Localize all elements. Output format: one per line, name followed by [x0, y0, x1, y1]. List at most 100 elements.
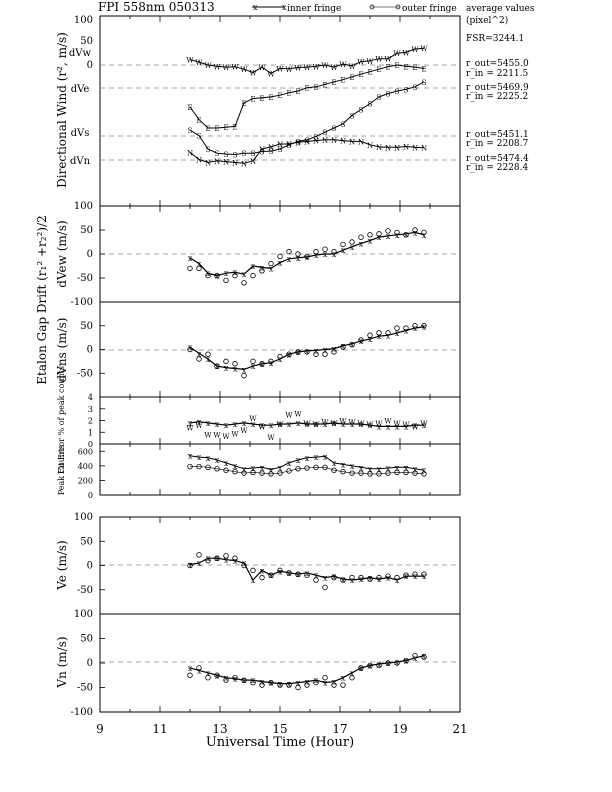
- dVew-outer-point: [322, 246, 328, 252]
- dir-dVe-point: E: [196, 117, 201, 125]
- fit-outer-point: W: [312, 421, 320, 429]
- dVns-inner-point: x: [197, 349, 202, 358]
- dVns-inner-point: x: [269, 359, 274, 368]
- peak-outer-point: [196, 463, 202, 470]
- fit-inner-point: x: [350, 420, 355, 429]
- dVew-inner-point: x: [260, 263, 265, 272]
- fsr-value: FSR=3244.1: [466, 34, 524, 44]
- etalon-ylabel: Etalon Gap Drift (r₁² +r₂²)/2: [35, 215, 49, 384]
- svg-text:x: x: [282, 3, 287, 12]
- fit-outer-point: W: [375, 420, 383, 428]
- vn-outer-point: [286, 682, 292, 688]
- dVew-inner-point: x: [377, 233, 382, 242]
- ve-inner-point: x: [287, 569, 292, 578]
- dVew-inner-point: x: [359, 239, 364, 248]
- dVew-outer-point: [286, 248, 292, 255]
- dir-dVs-point: S: [377, 94, 382, 102]
- dir-dVe-point: E: [340, 77, 345, 85]
- peak-inner-point: x: [350, 462, 355, 471]
- fit-outer-point: W: [285, 412, 293, 420]
- dir-dVn-point: N: [367, 142, 373, 150]
- dVns-inner-point: x: [359, 337, 364, 346]
- dir-dVw-point: W: [276, 65, 284, 73]
- dir-dVe-point: E: [286, 90, 291, 98]
- peak-ylabel: Peak Counts: [57, 445, 66, 495]
- vn-inner-point: x: [341, 674, 346, 683]
- peak-outer-point: [241, 470, 247, 476]
- dir-dVn-point: N: [403, 143, 409, 151]
- vn-inner-point: x: [242, 676, 247, 685]
- dir-dVw-point: W: [402, 49, 410, 57]
- x-tick-label: 11: [152, 722, 167, 736]
- ve-inner-line-0: [189, 557, 424, 582]
- s-rout: r_out=5451.1: [466, 130, 529, 140]
- dir-dVe-point: E: [322, 81, 327, 89]
- fit-outer-point: W: [402, 421, 410, 429]
- peak-outer-point: [277, 470, 283, 476]
- ve-inner-point: x: [314, 571, 319, 580]
- dir-dVs-point: S: [260, 149, 265, 157]
- dVns-inner-point: x: [413, 324, 418, 333]
- peak-inner-point: x: [404, 463, 409, 472]
- ve-outer-point: [358, 574, 364, 581]
- dVew-inner-point: x: [341, 246, 346, 255]
- dir-dVw-point: W: [348, 63, 356, 71]
- vn-inner-point: x: [269, 679, 274, 688]
- dir-dVs-point: S: [404, 86, 409, 94]
- dVns-outer-point: [250, 358, 256, 365]
- ve-inner-point: x: [323, 574, 328, 583]
- ve-inner-point: x: [224, 556, 229, 565]
- dVns-inner-point: x: [278, 355, 283, 364]
- dVew-inner-point: x: [206, 269, 211, 278]
- fit-tick-label: 4: [88, 393, 93, 402]
- vn-inner-point: x: [278, 680, 283, 689]
- peak-outer-point: [403, 469, 409, 476]
- dir-dVs-line-2: [189, 81, 425, 156]
- fit-inner-point: x: [197, 418, 202, 427]
- dir-dVw-point: W: [303, 64, 311, 72]
- dVns-tick-label: 50: [80, 321, 93, 332]
- fit-inner-point: x: [332, 419, 337, 428]
- dir-dVe-point: E: [223, 124, 228, 132]
- fit-inner-point: x: [305, 420, 310, 429]
- peak-inner-point: x: [215, 456, 220, 465]
- ve-outer-point: [250, 567, 256, 574]
- dVew-outer-point: [196, 265, 202, 272]
- w-rin: r_in = 2211.5: [466, 69, 529, 79]
- dir-dVn-point: N: [259, 146, 265, 154]
- ve-inner-point: x: [413, 572, 418, 581]
- dir-dVn-point: N: [268, 144, 274, 152]
- dVns-tick-label: 0: [87, 345, 93, 356]
- fit-outer-point: W: [411, 423, 419, 431]
- panel-dir-frame: [99, 15, 461, 207]
- dir-label-dVe: dVe: [71, 84, 90, 95]
- dir-dVs-point: S: [386, 91, 391, 99]
- fit-outer-point: W: [393, 420, 401, 428]
- ve-outer-point: [313, 577, 319, 583]
- dVew-inner-point: x: [296, 254, 301, 263]
- dVns-outer-point: [304, 349, 310, 355]
- dVns-ylabel: dVns (m/s): [55, 318, 69, 383]
- fit-inner-point: x: [314, 420, 319, 429]
- peak-inner-point: x: [413, 465, 418, 474]
- dir-dVw-point: W: [285, 66, 293, 74]
- ve-inner-point: x: [269, 571, 274, 580]
- ve-inner-point: x: [242, 559, 247, 568]
- ve-outer-point: [367, 576, 373, 582]
- dir-dVw-point: W: [240, 66, 248, 74]
- fit-inner-point: x: [242, 419, 247, 428]
- dVns-inner-point: x: [341, 342, 346, 351]
- dir-dVs-point: S: [197, 133, 202, 141]
- dir-dVs-point: S: [368, 101, 373, 109]
- dVew-inner-point: x: [395, 231, 400, 240]
- dVns-inner-point: x: [287, 350, 292, 359]
- dVew-inner-point: x: [215, 272, 220, 281]
- fit-inner-point: x: [188, 419, 193, 428]
- dVns-outer-point: [313, 351, 319, 357]
- dVns-outer-point: [196, 356, 202, 362]
- peak-tick-label: 200: [78, 476, 93, 485]
- dir-dVs-point: S: [323, 129, 328, 137]
- vn-outer-point: [322, 675, 328, 681]
- dir-dVn-point: N: [349, 138, 355, 146]
- fit-outer-point: W: [249, 415, 257, 423]
